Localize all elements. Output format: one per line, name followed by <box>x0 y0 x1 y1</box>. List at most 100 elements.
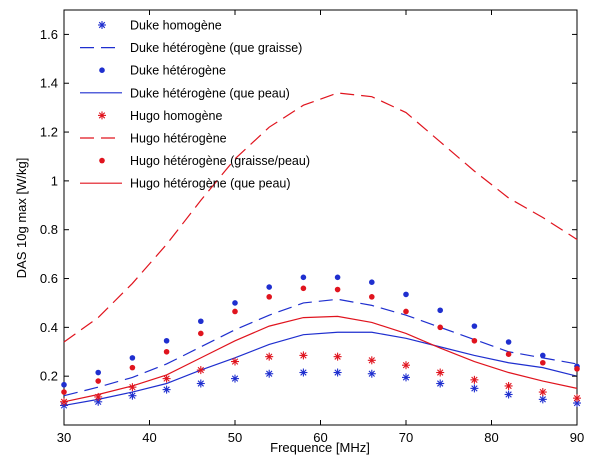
data-point-duke-heterogene <box>403 291 409 298</box>
series-line-hugo-heterogene <box>63 92 578 343</box>
legend-item-duke-heterogene-peau: Duke hétérogène (que peau) <box>80 86 290 100</box>
y-tick-label: 0.8 <box>40 222 58 237</box>
legend-item-hugo-homogene: Hugo homogène <box>98 109 222 123</box>
x-tick-label: 70 <box>399 430 413 445</box>
data-point-duke-homogene <box>162 385 171 394</box>
data-point-hugo-heterogene-graisse-peau <box>471 337 478 344</box>
axes-layer: 30 40 50 60 70 80 90 0.2 0.4 0.6 0.8 1 1.2 1.4 1.6 <box>40 10 584 445</box>
data-point-duke-heterogene <box>129 355 136 361</box>
legend-swatch <box>98 21 106 29</box>
legend: Duke homogène Duke hétérogène (que graiss… <box>80 19 310 191</box>
data-point-duke-heterogene <box>540 352 546 359</box>
data-point-duke-homogene <box>470 384 479 393</box>
data-point-duke-homogene <box>402 373 410 382</box>
data-point-hugo-homogene <box>504 381 513 390</box>
data-point-duke-homogene <box>231 374 239 383</box>
y-axis-label: DAS 10g max [W/kg] <box>14 158 29 279</box>
data-point-hugo-homogene <box>231 357 239 366</box>
data-point-duke-homogene <box>367 369 376 378</box>
data-point-hugo-homogene <box>436 368 445 377</box>
data-point-hugo-heterogene-graisse-peau <box>266 294 273 300</box>
legend-item-duke-heterogene: Duke hétérogène <box>99 64 226 78</box>
y-tick-label: 0.4 <box>40 320 58 335</box>
data-point-hugo-heterogene-graisse-peau <box>129 364 136 371</box>
data-point-hugo-heterogene-graisse-peau <box>369 294 375 300</box>
data-point-hugo-heterogene-graisse-peau <box>232 308 238 315</box>
legend-item-duke-homogene: Duke homogène <box>98 19 222 33</box>
data-point-duke-heterogene <box>471 323 478 329</box>
data-point-duke-heterogene <box>300 274 307 281</box>
legend-label: Hugo hétérogène (que peau) <box>130 177 291 191</box>
data-point-duke-homogene <box>504 390 513 399</box>
x-tick-label: 90 <box>570 430 584 445</box>
legend-label: Duke hétérogène (que peau) <box>130 86 290 100</box>
x-tick-label: 80 <box>484 430 498 445</box>
legend-label: Duke hétérogène (que graisse) <box>130 41 302 55</box>
data-point-hugo-homogene <box>162 374 171 383</box>
data-point-duke-homogene <box>538 395 547 404</box>
series-line-hugo-heterogene-peau <box>63 315 578 403</box>
data-point-duke-homogene <box>265 369 274 378</box>
data-point-hugo-heterogene-graisse-peau <box>403 308 409 315</box>
data-point-hugo-heterogene-graisse-peau <box>163 348 170 355</box>
legend-item-hugo-heterogene-peau: Hugo hétérogène (que peau) <box>80 177 291 191</box>
data-point-hugo-homogene <box>299 351 308 360</box>
series-layer <box>60 92 581 410</box>
legend-item-hugo-heterogene: Hugo hétérogène <box>80 132 227 146</box>
data-point-duke-homogene <box>333 368 342 377</box>
data-point-hugo-heterogene-graisse-peau <box>437 324 444 331</box>
data-point-duke-heterogene <box>95 369 101 376</box>
data-point-duke-homogene <box>436 379 445 388</box>
x-tick-label: 30 <box>57 430 71 445</box>
y-tick-label: 1.2 <box>40 125 58 140</box>
legend-label: Duke hétérogène <box>130 64 226 78</box>
data-point-hugo-homogene <box>367 356 376 365</box>
x-tick-label: 40 <box>142 430 156 445</box>
data-point-hugo-homogene <box>333 352 342 361</box>
data-point-hugo-homogene <box>265 352 274 361</box>
data-point-duke-heterogene <box>198 318 204 325</box>
legend-item-hugo-heterogene-graisse-peau: Hugo hétérogène (graisse/peau) <box>99 154 310 168</box>
legend-label: Hugo hétérogène (graisse/peau) <box>130 154 310 168</box>
x-tick-label: 50 <box>228 430 242 445</box>
series-line-duke-heterogene-graisse <box>63 298 578 397</box>
data-point-hugo-homogene <box>573 394 581 403</box>
data-point-duke-heterogene <box>163 337 170 344</box>
y-tick-label: 1.6 <box>40 27 58 42</box>
data-point-duke-heterogene <box>232 300 238 306</box>
legend-item-duke-heterogene-graisse: Duke hétérogène (que graisse) <box>80 41 302 55</box>
y-tick-label: 0.6 <box>40 271 58 286</box>
legend-label: Duke homogène <box>130 19 222 33</box>
plot-area <box>63 9 578 426</box>
data-point-hugo-homogene <box>402 361 410 370</box>
data-point-duke-heterogene <box>61 381 67 388</box>
data-point-hugo-heterogene-graisse-peau <box>505 351 512 358</box>
data-point-hugo-heterogene-graisse-peau <box>540 359 546 366</box>
legend-swatch <box>98 111 106 120</box>
data-point-duke-homogene <box>196 379 205 388</box>
data-point-duke-heterogene <box>369 279 375 285</box>
data-point-hugo-heterogene-graisse-peau <box>300 285 307 292</box>
legend-label: Hugo hétérogène <box>130 132 227 146</box>
x-tick-label: 60 <box>313 430 327 445</box>
x-axis-label: Frequence [MHz] <box>270 440 370 455</box>
data-point-hugo-homogene <box>538 388 547 397</box>
data-point-duke-heterogene <box>334 274 341 281</box>
y-tick-label: 1.4 <box>40 76 58 91</box>
series-line-duke-heterogene-peau <box>63 331 578 407</box>
legend-swatch <box>99 157 105 164</box>
data-point-hugo-heterogene-graisse-peau <box>95 378 101 384</box>
data-point-hugo-heterogene-graisse-peau <box>198 330 204 337</box>
data-point-duke-heterogene <box>505 339 512 345</box>
data-point-duke-heterogene <box>266 284 273 290</box>
data-point-hugo-heterogene-graisse-peau <box>574 366 580 372</box>
legend-swatch <box>99 67 105 73</box>
y-tick-label: 1 <box>51 173 58 188</box>
data-point-duke-homogene <box>128 391 137 400</box>
data-point-duke-heterogene <box>437 307 444 314</box>
data-point-duke-homogene <box>299 368 308 377</box>
y-tick-label: 0.2 <box>40 369 58 384</box>
data-point-hugo-homogene <box>470 375 479 384</box>
data-point-hugo-heterogene-graisse-peau <box>61 389 67 395</box>
